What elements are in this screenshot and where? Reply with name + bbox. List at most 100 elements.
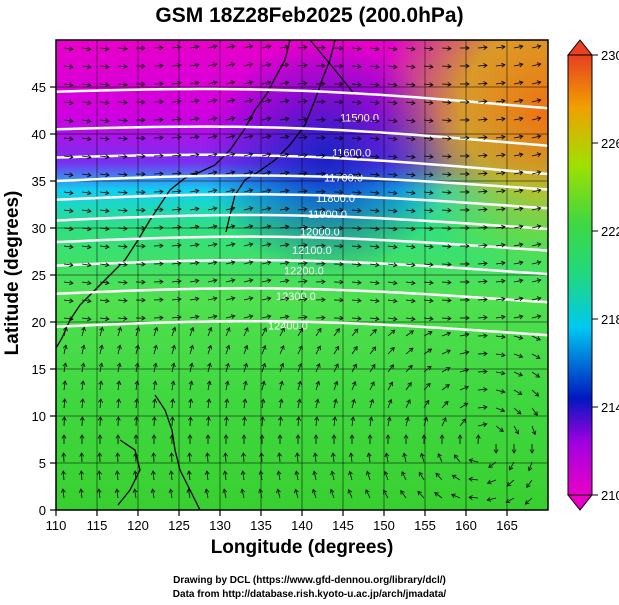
wind-arrowhead xyxy=(447,189,452,195)
wind-arrowhead xyxy=(284,278,290,284)
wind-arrowhead xyxy=(242,416,247,421)
wind-arrow xyxy=(81,317,91,320)
wind-arrow xyxy=(207,171,217,175)
wind-arrowhead xyxy=(150,488,156,493)
wind-arrow xyxy=(207,381,211,391)
wind-arrow xyxy=(477,136,488,139)
wind-arrowhead xyxy=(465,45,470,51)
wind-arrowhead xyxy=(224,398,230,403)
wind-arrowhead xyxy=(123,190,128,195)
wind-arrow xyxy=(171,64,181,67)
wind-arrowhead xyxy=(465,315,470,321)
wind-arrowhead xyxy=(536,134,542,139)
wind-arrow xyxy=(261,81,271,85)
wind-arrow xyxy=(99,101,109,104)
wind-arrow xyxy=(531,81,541,85)
wind-arrow xyxy=(153,399,156,409)
wind-arrowhead xyxy=(116,398,121,403)
y-tick-label: 40 xyxy=(32,127,46,142)
wind-arrowhead xyxy=(226,326,231,332)
wind-arrow xyxy=(225,399,228,409)
wind-arrowhead xyxy=(117,344,122,350)
wind-arrow xyxy=(207,117,217,121)
wind-arrow xyxy=(279,154,289,157)
wind-arrowhead xyxy=(350,416,356,421)
wind-arrowhead xyxy=(105,100,110,106)
wind-arrow xyxy=(349,471,353,481)
wind-arrowhead xyxy=(348,452,354,457)
wind-arrow xyxy=(351,317,362,320)
wind-arrow xyxy=(351,119,362,122)
wind-arrowhead xyxy=(465,63,470,69)
wind-arrowhead xyxy=(223,434,229,439)
wind-arrow xyxy=(423,191,433,194)
wind-arrow xyxy=(243,399,246,409)
wind-arrow xyxy=(387,347,395,355)
wind-arrow xyxy=(243,153,253,157)
wind-arrowhead xyxy=(536,314,542,319)
wind-arrowhead xyxy=(429,316,434,322)
wind-arrow xyxy=(261,315,271,319)
wind-arrowhead xyxy=(429,226,434,232)
wind-arrow xyxy=(423,173,433,176)
wind-arrowhead xyxy=(225,362,230,368)
wind-arrow xyxy=(279,381,283,391)
wind-arrowhead xyxy=(295,452,300,457)
wind-arrow xyxy=(315,345,321,355)
wind-arrow xyxy=(117,101,127,104)
wind-arrowhead xyxy=(518,170,524,176)
wind-arrow xyxy=(207,363,211,373)
wind-arrowhead xyxy=(457,434,463,439)
wind-arrowhead xyxy=(206,380,212,386)
wind-arrow xyxy=(99,263,109,266)
wind-arrowhead xyxy=(339,279,344,285)
wind-arrowhead xyxy=(280,345,285,350)
contour-label: 12100.0 xyxy=(292,245,332,257)
wind-arrow xyxy=(243,81,253,85)
wind-arrowhead xyxy=(501,44,506,50)
wind-arrowhead xyxy=(303,152,308,158)
wind-arrowhead xyxy=(259,452,264,457)
wind-arrow xyxy=(207,45,217,49)
map-figure: 11500.011600.011700.011800.011900.012000… xyxy=(32,39,619,533)
wind-arrow xyxy=(189,82,199,85)
wind-arrow xyxy=(171,154,181,157)
wind-arrow xyxy=(261,363,266,373)
wind-arrow xyxy=(531,99,541,103)
wind-arrowhead xyxy=(411,262,416,268)
wind-arrowhead xyxy=(135,344,140,350)
wind-arrow xyxy=(189,244,199,247)
wind-arrowhead xyxy=(212,296,218,302)
wind-arrowhead xyxy=(529,449,535,454)
wind-arrow xyxy=(477,172,488,175)
wind-arrowhead xyxy=(333,398,338,404)
wind-arrowhead xyxy=(266,188,272,194)
wind-arrow xyxy=(423,137,433,140)
colorbar-tick-label: 214 xyxy=(601,400,619,415)
wind-arrowhead xyxy=(189,326,195,332)
wind-arrow xyxy=(279,118,289,121)
wind-arrow xyxy=(405,382,412,391)
wind-arrow xyxy=(189,154,199,157)
wind-arrowhead xyxy=(80,398,85,403)
wind-arrowhead xyxy=(483,171,488,176)
wind-arrow xyxy=(513,45,523,49)
wind-arrow xyxy=(189,298,199,301)
wind-arrowhead xyxy=(365,489,370,494)
wind-arrow xyxy=(438,453,443,463)
wind-arrowhead xyxy=(500,389,506,394)
wind-arrowhead xyxy=(339,81,344,87)
wind-arrowhead xyxy=(69,64,74,70)
wind-arrowhead xyxy=(248,134,254,139)
wind-arrowhead xyxy=(159,45,164,51)
wind-arrowhead xyxy=(98,344,104,350)
wind-arrow xyxy=(417,491,425,499)
wind-arrowhead xyxy=(248,62,254,67)
wind-arrow xyxy=(171,416,173,427)
wind-arrow xyxy=(531,353,541,359)
wind-arrowhead xyxy=(194,260,200,266)
wind-arrow xyxy=(279,64,289,67)
wind-arrowhead xyxy=(303,224,308,230)
wind-arrow xyxy=(441,83,452,85)
wind-arrow xyxy=(351,245,362,248)
